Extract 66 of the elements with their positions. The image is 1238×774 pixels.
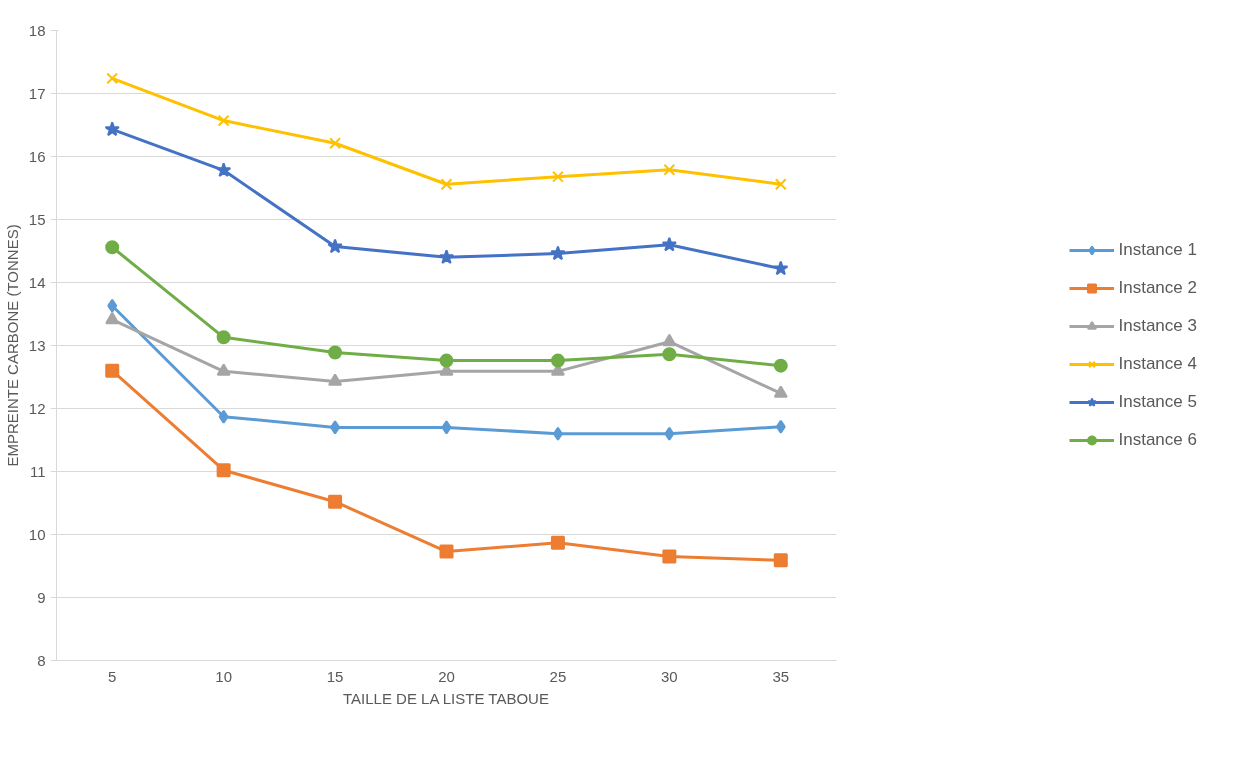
- x-tick-label: 5: [108, 667, 117, 685]
- y-tick-label: 13: [28, 336, 46, 354]
- point: [551, 170, 564, 183]
- y-tick-label: 10: [28, 525, 46, 543]
- point: [104, 121, 120, 137]
- point: [438, 249, 455, 264]
- point: [773, 358, 788, 373]
- y-tick-label: 15: [28, 210, 46, 228]
- point: [105, 363, 120, 378]
- point: [439, 353, 454, 368]
- y-tick-label: 17: [28, 84, 46, 102]
- y-tick-label: 12: [28, 399, 46, 417]
- point: [215, 162, 232, 178]
- point: [440, 178, 453, 191]
- point: [550, 353, 565, 368]
- point: [550, 535, 565, 550]
- x-tick-label: 30: [661, 667, 678, 685]
- y-tick-label: 18: [28, 21, 46, 39]
- legend-label: Instance 1: [1118, 240, 1198, 260]
- legend-label: Instance 3: [1118, 316, 1198, 336]
- point: [662, 333, 677, 347]
- point: [106, 72, 119, 85]
- point: [775, 419, 786, 434]
- point: [329, 137, 342, 150]
- point: [216, 463, 231, 478]
- point: [661, 236, 678, 252]
- point: [328, 494, 343, 509]
- point: [330, 420, 341, 435]
- point: [107, 298, 118, 313]
- y-tick-label: 14: [28, 273, 46, 291]
- legend-label: Instance 4: [1118, 354, 1198, 374]
- y-tick-label: 11: [29, 462, 46, 480]
- y-tick-label: 16: [28, 147, 46, 165]
- point: [662, 347, 677, 362]
- point: [550, 245, 566, 261]
- point: [552, 426, 563, 441]
- point: [773, 385, 788, 398]
- point: [218, 409, 229, 424]
- point: [328, 345, 343, 360]
- point: [216, 363, 231, 376]
- point: [105, 240, 120, 255]
- point: [105, 311, 120, 325]
- point: [662, 549, 677, 564]
- y-tick-label: 9: [37, 588, 46, 606]
- point: [217, 114, 230, 127]
- point: [441, 420, 452, 435]
- legend-label: Instance 2: [1118, 278, 1198, 298]
- legend-label: Instance 6: [1118, 430, 1198, 450]
- x-tick-label: 15: [326, 667, 344, 685]
- point: [663, 163, 676, 176]
- point: [773, 260, 789, 276]
- point: [327, 238, 343, 254]
- x-tick-label: 35: [772, 667, 790, 685]
- x-axis-title: TAILLE DE LA LISTE TABOUE: [342, 689, 549, 707]
- legend-label: Instance 5: [1118, 392, 1198, 412]
- y-axis-title: EMPREINTE CARBONE (TONNES): [3, 224, 21, 467]
- point: [328, 373, 343, 386]
- y-tick-label: 8: [37, 651, 46, 669]
- x-tick-label: 10: [215, 667, 232, 685]
- point: [774, 178, 787, 191]
- point: [773, 553, 788, 568]
- point: [216, 330, 231, 345]
- x-tick-label: 20: [438, 667, 455, 685]
- point: [439, 544, 454, 559]
- x-tick-label: 25: [549, 667, 567, 685]
- point: [664, 426, 675, 441]
